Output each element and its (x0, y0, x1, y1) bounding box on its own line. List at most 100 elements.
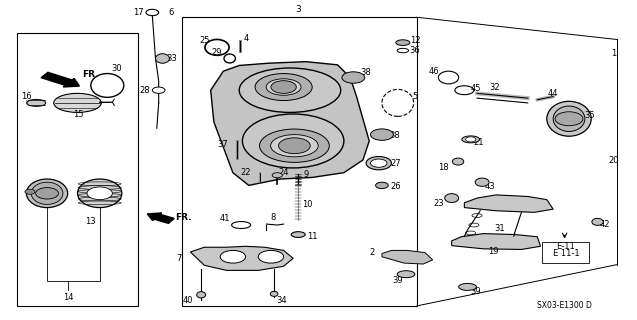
Ellipse shape (197, 292, 206, 298)
Text: 22: 22 (241, 168, 251, 177)
Circle shape (272, 173, 282, 178)
Text: 15: 15 (73, 109, 84, 118)
Circle shape (371, 159, 387, 167)
Text: 38: 38 (389, 131, 400, 140)
Ellipse shape (155, 54, 169, 63)
Text: 37: 37 (218, 140, 229, 149)
Text: FR.: FR. (83, 70, 99, 79)
Polygon shape (211, 62, 369, 185)
Text: 45: 45 (471, 84, 481, 93)
Circle shape (25, 189, 35, 194)
Circle shape (146, 9, 159, 16)
Polygon shape (464, 195, 553, 212)
Text: 12: 12 (410, 36, 420, 44)
Text: 6: 6 (169, 8, 174, 17)
Ellipse shape (291, 232, 305, 237)
Text: 35: 35 (585, 111, 595, 120)
Circle shape (342, 72, 365, 83)
Text: 21: 21 (473, 138, 483, 147)
Ellipse shape (27, 100, 46, 106)
Text: 34: 34 (276, 296, 287, 305)
Text: 13: 13 (85, 217, 96, 226)
Text: 41: 41 (219, 214, 230, 223)
Ellipse shape (27, 179, 68, 208)
Circle shape (152, 87, 165, 93)
Bar (541, 242, 589, 263)
Text: 38: 38 (361, 68, 371, 77)
Ellipse shape (452, 158, 464, 165)
Text: 40: 40 (182, 296, 193, 305)
Ellipse shape (475, 178, 489, 186)
Circle shape (220, 251, 246, 263)
FancyArrow shape (41, 72, 80, 87)
Text: 4: 4 (243, 34, 249, 43)
Bar (17, 33, 138, 306)
Ellipse shape (366, 156, 391, 170)
Ellipse shape (462, 136, 480, 143)
Text: 27: 27 (390, 159, 401, 168)
Ellipse shape (78, 179, 122, 208)
Text: 7: 7 (176, 254, 182, 263)
Text: 23: 23 (433, 199, 444, 208)
Text: 17: 17 (134, 8, 144, 17)
Text: 33: 33 (166, 54, 176, 63)
Text: 28: 28 (140, 86, 150, 95)
Ellipse shape (459, 284, 476, 290)
Text: 14: 14 (62, 293, 73, 302)
Text: 39: 39 (392, 276, 403, 285)
Text: 26: 26 (390, 181, 401, 190)
Ellipse shape (255, 74, 312, 100)
Ellipse shape (243, 114, 344, 168)
Text: 24: 24 (278, 168, 289, 177)
Ellipse shape (445, 194, 459, 203)
Circle shape (36, 188, 59, 199)
Text: 30: 30 (111, 64, 122, 73)
Text: 20: 20 (608, 156, 619, 164)
Polygon shape (382, 251, 433, 264)
Circle shape (278, 138, 310, 154)
Text: 9: 9 (303, 170, 308, 179)
Text: 25: 25 (199, 36, 210, 44)
Text: 31: 31 (494, 224, 505, 233)
Text: 10: 10 (302, 200, 312, 209)
Circle shape (371, 129, 393, 140)
Ellipse shape (31, 182, 63, 204)
Circle shape (466, 137, 476, 142)
Text: 32: 32 (489, 83, 500, 92)
Ellipse shape (553, 106, 585, 132)
Text: 42: 42 (600, 220, 610, 228)
Circle shape (271, 81, 296, 93)
Polygon shape (190, 246, 293, 270)
Circle shape (555, 112, 583, 126)
Text: SX03-E1300 D: SX03-E1300 D (537, 301, 592, 310)
Text: 3: 3 (296, 5, 301, 14)
Text: 44: 44 (548, 89, 559, 98)
Text: 29: 29 (211, 48, 222, 57)
Text: FR.: FR. (175, 212, 192, 222)
Text: E-11: E-11 (557, 243, 575, 252)
Circle shape (87, 187, 112, 200)
Ellipse shape (266, 79, 301, 95)
Text: 5: 5 (412, 92, 417, 101)
Ellipse shape (54, 93, 101, 112)
Text: 36: 36 (410, 46, 420, 55)
Text: 18: 18 (438, 164, 448, 172)
Text: 43: 43 (484, 181, 495, 190)
Text: 8: 8 (270, 213, 276, 222)
Ellipse shape (396, 40, 410, 45)
Text: 2: 2 (369, 248, 375, 257)
Text: 16: 16 (22, 92, 32, 101)
Ellipse shape (547, 101, 591, 136)
Polygon shape (452, 234, 540, 250)
Circle shape (376, 182, 389, 188)
Ellipse shape (270, 291, 278, 296)
Text: 39: 39 (471, 287, 481, 296)
Ellipse shape (240, 68, 341, 112)
Text: 19: 19 (488, 247, 498, 257)
Text: E 11-1: E 11-1 (552, 249, 579, 258)
Ellipse shape (271, 135, 318, 157)
Text: 1: 1 (611, 49, 616, 58)
FancyArrow shape (147, 213, 175, 223)
Ellipse shape (259, 129, 329, 162)
Bar (182, 17, 417, 306)
